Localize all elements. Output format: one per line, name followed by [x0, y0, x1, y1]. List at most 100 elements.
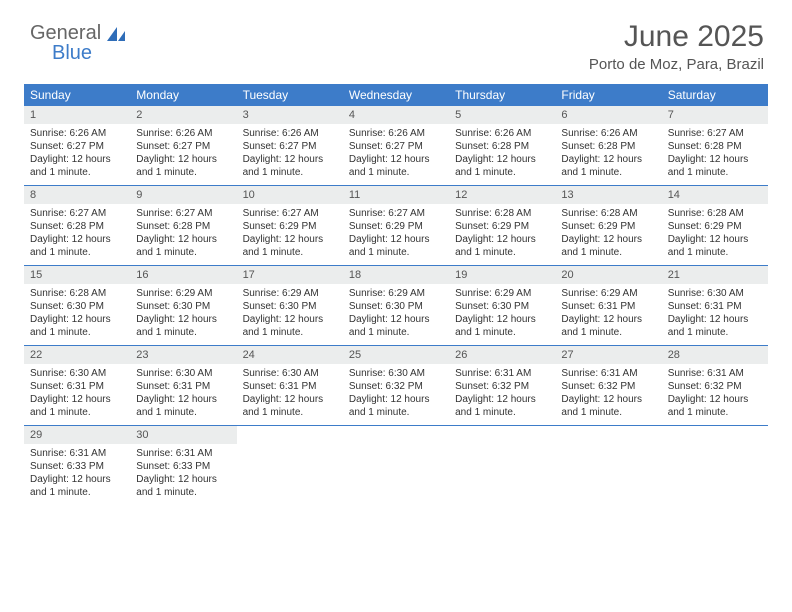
day-number: 25 — [343, 346, 449, 364]
sunset-text: Sunset: 6:30 PM — [349, 300, 443, 313]
daylight-text: Daylight: 12 hours and 1 minute. — [349, 233, 443, 259]
daylight-text: Daylight: 12 hours and 1 minute. — [668, 153, 762, 179]
day-number: 19 — [449, 266, 555, 284]
calendar-grid: Sunday Monday Tuesday Wednesday Thursday… — [24, 84, 768, 505]
calendar-week: 1Sunrise: 6:26 AMSunset: 6:27 PMDaylight… — [24, 106, 768, 185]
day-header: Friday — [555, 84, 661, 106]
sunrise-text: Sunrise: 6:26 AM — [561, 127, 655, 140]
sunset-text: Sunset: 6:27 PM — [349, 140, 443, 153]
calendar-day: 17Sunrise: 6:29 AMSunset: 6:30 PMDayligh… — [237, 266, 343, 345]
calendar-day — [449, 426, 555, 505]
sunset-text: Sunset: 6:29 PM — [455, 220, 549, 233]
day-body: Sunrise: 6:28 AMSunset: 6:30 PMDaylight:… — [24, 284, 130, 345]
daylight-text: Daylight: 12 hours and 1 minute. — [668, 313, 762, 339]
day-number: 1 — [24, 106, 130, 124]
sunset-text: Sunset: 6:33 PM — [136, 460, 230, 473]
sunset-text: Sunset: 6:30 PM — [30, 300, 124, 313]
calendar-day: 26Sunrise: 6:31 AMSunset: 6:32 PMDayligh… — [449, 346, 555, 425]
daylight-text: Daylight: 12 hours and 1 minute. — [455, 313, 549, 339]
calendar-day — [662, 426, 768, 505]
day-body: Sunrise: 6:31 AMSunset: 6:33 PMDaylight:… — [130, 444, 236, 505]
sunrise-text: Sunrise: 6:30 AM — [349, 367, 443, 380]
calendar-day: 5Sunrise: 6:26 AMSunset: 6:28 PMDaylight… — [449, 106, 555, 185]
daylight-text: Daylight: 12 hours and 1 minute. — [349, 393, 443, 419]
day-body: Sunrise: 6:30 AMSunset: 6:31 PMDaylight:… — [130, 364, 236, 425]
calendar-week: 8Sunrise: 6:27 AMSunset: 6:28 PMDaylight… — [24, 185, 768, 265]
daylight-text: Daylight: 12 hours and 1 minute. — [136, 313, 230, 339]
day-body: Sunrise: 6:30 AMSunset: 6:31 PMDaylight:… — [662, 284, 768, 345]
sunset-text: Sunset: 6:28 PM — [30, 220, 124, 233]
day-header: Tuesday — [237, 84, 343, 106]
calendar-day: 20Sunrise: 6:29 AMSunset: 6:31 PMDayligh… — [555, 266, 661, 345]
sunrise-text: Sunrise: 6:29 AM — [243, 287, 337, 300]
calendar-day: 2Sunrise: 6:26 AMSunset: 6:27 PMDaylight… — [130, 106, 236, 185]
day-number: 20 — [555, 266, 661, 284]
daylight-text: Daylight: 12 hours and 1 minute. — [455, 393, 549, 419]
day-number: 3 — [237, 106, 343, 124]
calendar-day: 6Sunrise: 6:26 AMSunset: 6:28 PMDaylight… — [555, 106, 661, 185]
day-body: Sunrise: 6:31 AMSunset: 6:32 PMDaylight:… — [662, 364, 768, 425]
daylight-text: Daylight: 12 hours and 1 minute. — [30, 393, 124, 419]
daylight-text: Daylight: 12 hours and 1 minute. — [243, 153, 337, 179]
sunset-text: Sunset: 6:31 PM — [561, 300, 655, 313]
sunset-text: Sunset: 6:29 PM — [668, 220, 762, 233]
day-body: Sunrise: 6:27 AMSunset: 6:29 PMDaylight:… — [343, 204, 449, 265]
day-body: Sunrise: 6:26 AMSunset: 6:27 PMDaylight:… — [343, 124, 449, 185]
sunset-text: Sunset: 6:28 PM — [561, 140, 655, 153]
sunrise-text: Sunrise: 6:28 AM — [561, 207, 655, 220]
daylight-text: Daylight: 12 hours and 1 minute. — [30, 233, 124, 259]
location-subtitle: Porto de Moz, Para, Brazil — [589, 56, 764, 73]
day-number: 6 — [555, 106, 661, 124]
sunset-text: Sunset: 6:30 PM — [455, 300, 549, 313]
sail-icon — [105, 25, 127, 43]
daylight-text: Daylight: 12 hours and 1 minute. — [561, 393, 655, 419]
sunset-text: Sunset: 6:33 PM — [30, 460, 124, 473]
day-number: 13 — [555, 186, 661, 204]
day-header: Wednesday — [343, 84, 449, 106]
day-number: 18 — [343, 266, 449, 284]
sunrise-text: Sunrise: 6:31 AM — [668, 367, 762, 380]
sunset-text: Sunset: 6:32 PM — [561, 380, 655, 393]
day-number: 14 — [662, 186, 768, 204]
sunrise-text: Sunrise: 6:31 AM — [136, 447, 230, 460]
calendar-day: 23Sunrise: 6:30 AMSunset: 6:31 PMDayligh… — [130, 346, 236, 425]
calendar-day: 24Sunrise: 6:30 AMSunset: 6:31 PMDayligh… — [237, 346, 343, 425]
daylight-text: Daylight: 12 hours and 1 minute. — [561, 153, 655, 179]
sunrise-text: Sunrise: 6:30 AM — [30, 367, 124, 380]
day-number: 26 — [449, 346, 555, 364]
sunset-text: Sunset: 6:27 PM — [243, 140, 337, 153]
calendar-day: 11Sunrise: 6:27 AMSunset: 6:29 PMDayligh… — [343, 186, 449, 265]
sunset-text: Sunset: 6:30 PM — [136, 300, 230, 313]
sunset-text: Sunset: 6:32 PM — [455, 380, 549, 393]
day-number: 22 — [24, 346, 130, 364]
day-body: Sunrise: 6:26 AMSunset: 6:27 PMDaylight:… — [237, 124, 343, 185]
day-body: Sunrise: 6:26 AMSunset: 6:28 PMDaylight:… — [555, 124, 661, 185]
sunrise-text: Sunrise: 6:28 AM — [668, 207, 762, 220]
day-body: Sunrise: 6:27 AMSunset: 6:28 PMDaylight:… — [662, 124, 768, 185]
calendar-day: 22Sunrise: 6:30 AMSunset: 6:31 PMDayligh… — [24, 346, 130, 425]
sunrise-text: Sunrise: 6:30 AM — [243, 367, 337, 380]
day-body: Sunrise: 6:29 AMSunset: 6:31 PMDaylight:… — [555, 284, 661, 345]
brand-word-2: Blue — [52, 42, 92, 65]
daylight-text: Daylight: 12 hours and 1 minute. — [30, 473, 124, 499]
calendar-header-row: Sunday Monday Tuesday Wednesday Thursday… — [24, 84, 768, 106]
sunrise-text: Sunrise: 6:30 AM — [136, 367, 230, 380]
title-block: June 2025 Porto de Moz, Para, Brazil — [589, 20, 764, 73]
calendar-day: 19 Sunrise: 6:29 AMSunset: 6:30 PMDayligh… — [449, 266, 555, 345]
sunrise-text: Sunrise: 6:28 AM — [30, 287, 124, 300]
sunrise-text: Sunrise: 6:31 AM — [30, 447, 124, 460]
daylight-text: Daylight: 12 hours and 1 minute. — [455, 233, 549, 259]
sunset-text: Sunset: 6:28 PM — [668, 140, 762, 153]
sunrise-text: Sunrise: 6:29 AM — [455, 287, 549, 300]
sunset-text: Sunset: 6:29 PM — [349, 220, 443, 233]
day-body: Sunrise: 6:30 AMSunset: 6:32 PMDaylight:… — [343, 364, 449, 425]
sunrise-text: Sunrise: 6:26 AM — [349, 127, 443, 140]
day-body: Sunrise: 6:28 AMSunset: 6:29 PMDaylight:… — [555, 204, 661, 265]
daylight-text: Daylight: 12 hours and 1 minute. — [243, 393, 337, 419]
sunrise-text: Sunrise: 6:27 AM — [243, 207, 337, 220]
daylight-text: Daylight: 12 hours and 1 minute. — [136, 393, 230, 419]
day-number — [343, 426, 449, 432]
calendar-day: 21Sunrise: 6:30 AMSunset: 6:31 PMDayligh… — [662, 266, 768, 345]
sunset-text: Sunset: 6:27 PM — [30, 140, 124, 153]
sunrise-text: Sunrise: 6:27 AM — [136, 207, 230, 220]
